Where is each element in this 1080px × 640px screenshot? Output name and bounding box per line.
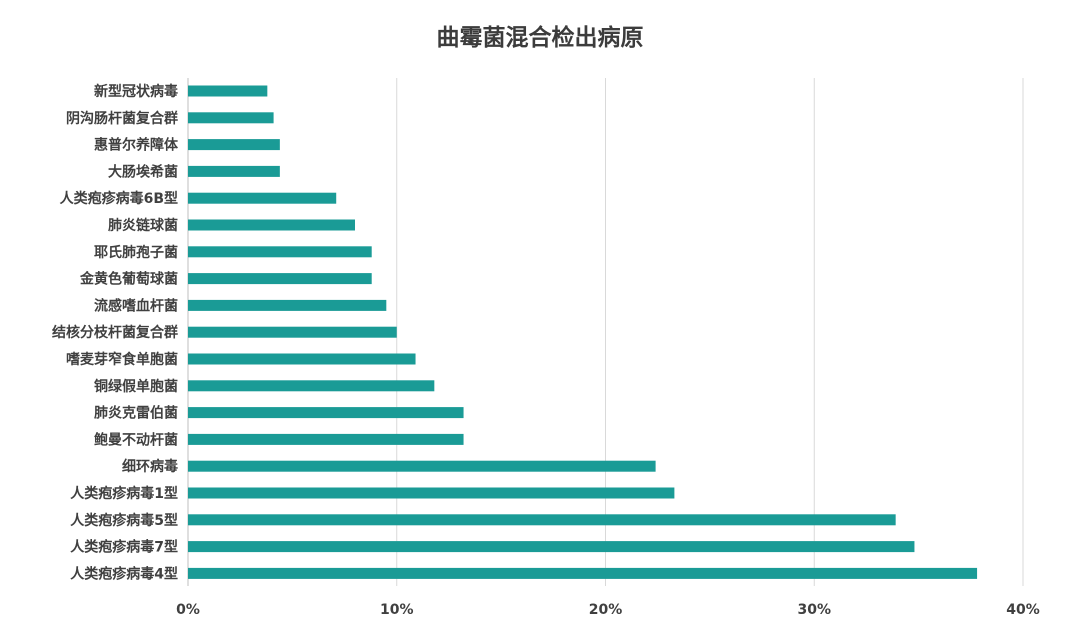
category-label: 人类疱疹病毒7型 xyxy=(70,539,178,556)
x-tick-label: 0% xyxy=(176,602,200,618)
bar xyxy=(188,407,464,419)
category-label: 结核分枝杆菌复合群 xyxy=(52,324,178,341)
bar xyxy=(188,246,372,258)
bar xyxy=(188,85,268,97)
category-label: 人类疱疹病毒6B型 xyxy=(60,190,178,207)
bar xyxy=(188,165,280,177)
bar xyxy=(188,567,978,579)
x-tick-label: 10% xyxy=(380,602,414,618)
bar xyxy=(188,353,416,365)
x-tick-label: 30% xyxy=(797,602,831,618)
category-label: 铜绿假单胞菌 xyxy=(94,378,178,395)
bar xyxy=(188,273,372,285)
bar xyxy=(188,299,387,311)
bar xyxy=(188,192,337,204)
category-label: 细环病毒 xyxy=(122,458,178,475)
x-tick-label: 40% xyxy=(1006,602,1040,618)
bar xyxy=(188,514,896,526)
category-label: 人类疱疹病毒4型 xyxy=(70,565,178,582)
bar xyxy=(188,460,656,472)
category-label: 嗜麦芽窄食单胞菌 xyxy=(66,351,178,368)
category-label: 流感嗜血杆菌 xyxy=(94,297,178,314)
bar xyxy=(188,541,915,553)
bar xyxy=(188,139,280,151)
category-label: 肺炎克雷伯菌 xyxy=(94,405,178,422)
category-label: 大肠埃希菌 xyxy=(108,163,178,180)
bar xyxy=(188,433,464,445)
category-label: 金黄色葡萄球菌 xyxy=(79,271,178,288)
bar xyxy=(188,380,435,392)
category-label: 耶氏肺孢子菌 xyxy=(94,244,178,261)
x-tick-label: 20% xyxy=(589,602,623,618)
category-label: 人类疱疹病毒5型 xyxy=(70,512,178,529)
bar xyxy=(188,112,274,124)
chart-title: 曲霉菌混合检出病原 xyxy=(436,25,644,51)
bar xyxy=(188,326,397,338)
category-label: 阴沟肠杆菌复合群 xyxy=(66,110,178,127)
category-label: 鲍曼不动杆菌 xyxy=(94,431,178,448)
category-label: 肺炎链球菌 xyxy=(108,217,178,234)
category-label: 惠普尔养障体 xyxy=(94,137,179,154)
bar xyxy=(188,487,675,499)
bar xyxy=(188,219,355,231)
category-label: 人类疱疹病毒1型 xyxy=(70,485,178,502)
category-label: 新型冠状病毒 xyxy=(94,83,178,100)
